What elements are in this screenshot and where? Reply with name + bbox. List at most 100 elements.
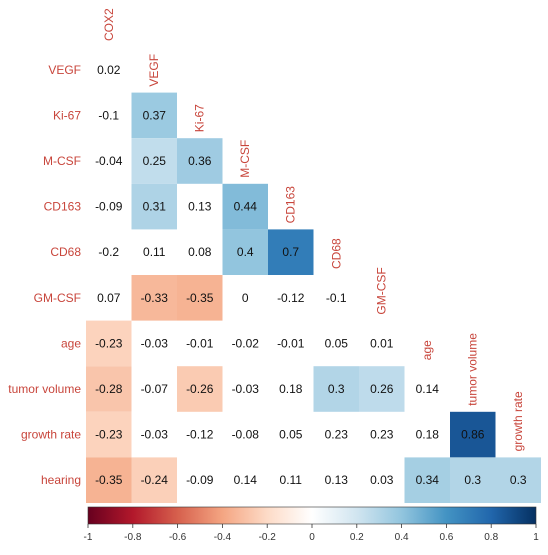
column-label-tumor-volume: tumor volume bbox=[466, 333, 480, 406]
heatmap-cell-cd68-cd163 bbox=[268, 229, 314, 275]
cell-value-label: -0.35 bbox=[186, 291, 214, 305]
cell-value-label: -0.35 bbox=[95, 473, 123, 487]
column-label-cox2: COX2 bbox=[102, 8, 116, 41]
column-label-age: age bbox=[420, 340, 434, 360]
colorbar-tick-label: 0 bbox=[309, 532, 315, 543]
heatmap-cell-cd68-m-csf bbox=[222, 229, 268, 275]
cell-value-label: -0.08 bbox=[232, 428, 260, 442]
cell-value-label: 0.08 bbox=[188, 245, 212, 259]
cell-value-label: 0.03 bbox=[370, 473, 394, 487]
heatmap-cell-cd163-m-csf bbox=[222, 183, 268, 230]
row-label-gm-csf: GM-CSF bbox=[34, 291, 81, 305]
cell-value-label: 0.25 bbox=[143, 154, 167, 168]
cell-value-label: 0.86 bbox=[461, 428, 485, 442]
cell-value-label: 0.37 bbox=[143, 108, 167, 122]
column-label-m-csf: M-CSF bbox=[238, 140, 252, 178]
cell-value-label: 0.23 bbox=[370, 428, 394, 442]
cell-value-label: -0.09 bbox=[95, 200, 123, 214]
cell-value-label: -0.09 bbox=[186, 473, 214, 487]
heatmap-cell-growth-rate-cox2 bbox=[86, 411, 132, 458]
cell-value-label: 0.23 bbox=[325, 428, 349, 442]
heatmap-cell-tumor-volume-cox2 bbox=[86, 366, 132, 412]
cell-value-label: 0.05 bbox=[325, 336, 349, 350]
column-label-growth-rate: growth rate bbox=[511, 391, 525, 451]
cell-value-label: 0.02 bbox=[97, 63, 121, 77]
column-label-cd163: CD163 bbox=[284, 186, 298, 224]
cell-value-label: 0.36 bbox=[188, 154, 212, 168]
colorbar-tick-label: 0.8 bbox=[484, 532, 498, 543]
colorbar-tick-label: 0.2 bbox=[350, 532, 364, 543]
cell-value-label: -0.04 bbox=[95, 154, 123, 168]
heatmap-cell-m-csf-vegf bbox=[131, 138, 177, 184]
colorbar bbox=[87, 506, 537, 525]
row-label-growth-rate: growth rate bbox=[21, 428, 81, 442]
cell-value-label: 0 bbox=[242, 291, 249, 305]
cell-value-label: -0.1 bbox=[98, 108, 119, 122]
row-label-cd163: CD163 bbox=[44, 200, 82, 214]
cell-value-label: 0.01 bbox=[370, 336, 394, 350]
cell-value-label: 0.11 bbox=[280, 473, 303, 487]
cell-value-label: -0.03 bbox=[232, 382, 260, 396]
heatmap-cell-hearing-growth-rate bbox=[495, 457, 541, 503]
cell-value-label: 0.3 bbox=[328, 382, 345, 396]
row-label-vegf: VEGF bbox=[48, 63, 81, 77]
cell-value-label: 0.31 bbox=[143, 200, 167, 214]
cell-value-label: 0.13 bbox=[188, 200, 212, 214]
cell-value-label: 0.11 bbox=[143, 245, 166, 259]
cell-value-label: 0.3 bbox=[510, 473, 527, 487]
row-label-tumor-volume: tumor volume bbox=[8, 382, 81, 396]
heatmap-cell-growth-rate-tumor-volume bbox=[450, 411, 496, 458]
cell-value-label: 0.18 bbox=[279, 382, 303, 396]
cell-value-label: -0.03 bbox=[141, 428, 169, 442]
heatmap-cell-tumor-volume-gm-csf bbox=[359, 366, 405, 412]
cell-value-label: 0.05 bbox=[279, 428, 303, 442]
heatmap-cell-hearing-vegf bbox=[131, 457, 177, 503]
cell-value-label: 0.14 bbox=[234, 473, 258, 487]
cell-value-label: 0.34 bbox=[416, 473, 440, 487]
cell-value-label: 0.26 bbox=[370, 382, 394, 396]
row-label-ki-67: Ki-67 bbox=[53, 108, 81, 122]
cell-value-label: -0.12 bbox=[186, 428, 214, 442]
heatmap-cell-hearing-age bbox=[404, 457, 450, 503]
row-label-cd68: CD68 bbox=[50, 245, 81, 259]
cell-value-label: 0.7 bbox=[282, 245, 299, 259]
cell-value-label: -0.12 bbox=[277, 291, 305, 305]
cell-value-label: -0.07 bbox=[141, 382, 169, 396]
cell-value-label: 0.07 bbox=[97, 291, 121, 305]
heatmap-cell-cd163-vegf bbox=[131, 183, 177, 230]
cell-value-label: 0.14 bbox=[416, 382, 440, 396]
colorbar-tick-label: -1 bbox=[84, 532, 93, 543]
cell-value-label: -0.24 bbox=[141, 473, 169, 487]
column-label-vegf: VEGF bbox=[147, 54, 161, 87]
cell-value-label: -0.01 bbox=[277, 336, 305, 350]
cell-value-label: 0.44 bbox=[234, 200, 258, 214]
heatmap-cell-hearing-tumor-volume bbox=[450, 457, 496, 503]
column-label-cd68: CD68 bbox=[329, 238, 343, 269]
colorbar-tick-label: -0.8 bbox=[124, 532, 142, 543]
cell-value-label: -0.1 bbox=[326, 291, 347, 305]
cell-value-label: -0.23 bbox=[95, 336, 123, 350]
cell-value-label: 0.3 bbox=[464, 473, 481, 487]
cell-value-label: -0.02 bbox=[232, 336, 260, 350]
cell-value-label: -0.23 bbox=[95, 428, 123, 442]
cell-value-label: 0.13 bbox=[325, 473, 349, 487]
colorbar-tick-label: -0.4 bbox=[214, 532, 232, 543]
colorbar-tick-label: 0.6 bbox=[439, 532, 453, 543]
cell-value-label: -0.03 bbox=[141, 336, 169, 350]
row-label-age: age bbox=[61, 336, 81, 350]
cell-value-label: 0.4 bbox=[237, 245, 254, 259]
colorbar-tick-label: 1 bbox=[533, 532, 539, 543]
colorbar-tick-label: -0.6 bbox=[169, 532, 187, 543]
heatmap-cell-tumor-volume-ki-67 bbox=[177, 366, 223, 412]
colorbar-tick-label: 0.4 bbox=[395, 532, 409, 543]
heatmap-cell-age-cox2 bbox=[86, 320, 132, 367]
column-label-ki-67: Ki-67 bbox=[193, 104, 207, 132]
cell-value-label: -0.01 bbox=[186, 336, 214, 350]
heatmap-cell-gm-csf-vegf bbox=[131, 275, 177, 321]
heatmap-cell-ki-67-vegf bbox=[131, 92, 177, 139]
cell-value-label: 0.18 bbox=[416, 428, 440, 442]
heatmap-cell-hearing-cox2 bbox=[86, 457, 132, 503]
colorbar-tick-label: -0.2 bbox=[259, 532, 277, 543]
